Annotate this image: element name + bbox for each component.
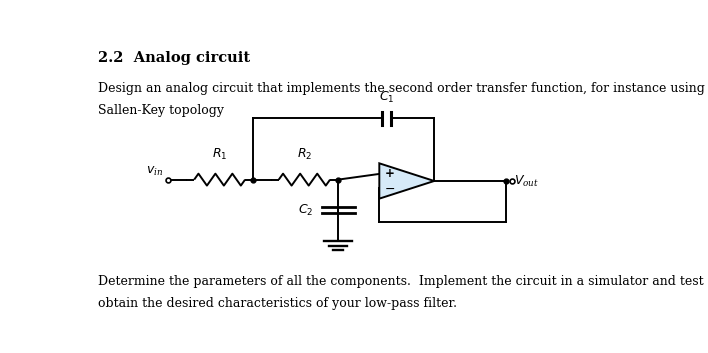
Polygon shape — [379, 163, 434, 199]
Text: $-$: $-$ — [384, 182, 395, 195]
Text: +: + — [384, 167, 394, 180]
Text: $V_{\mathregular{out}}$: $V_{\mathregular{out}}$ — [514, 173, 539, 189]
Text: $C_1$: $C_1$ — [379, 90, 394, 105]
Text: $C_2$: $C_2$ — [298, 203, 314, 218]
Text: $R_2$: $R_2$ — [297, 147, 312, 162]
Text: 2.2  Analog circuit: 2.2 Analog circuit — [98, 50, 251, 65]
Text: Determine the parameters of all the components.  Implement the circuit in a simu: Determine the parameters of all the comp… — [98, 275, 708, 288]
Text: obtain the desired characteristics of your low-pass filter.: obtain the desired characteristics of yo… — [98, 297, 457, 310]
Text: $R_1$: $R_1$ — [212, 147, 227, 162]
Text: Design an analog circuit that implements the second order transfer function, for: Design an analog circuit that implements… — [98, 82, 708, 95]
Text: Sallen-Key topology: Sallen-Key topology — [98, 103, 224, 116]
Text: $v_{\mathregular{in}}$: $v_{\mathregular{in}}$ — [147, 165, 164, 178]
